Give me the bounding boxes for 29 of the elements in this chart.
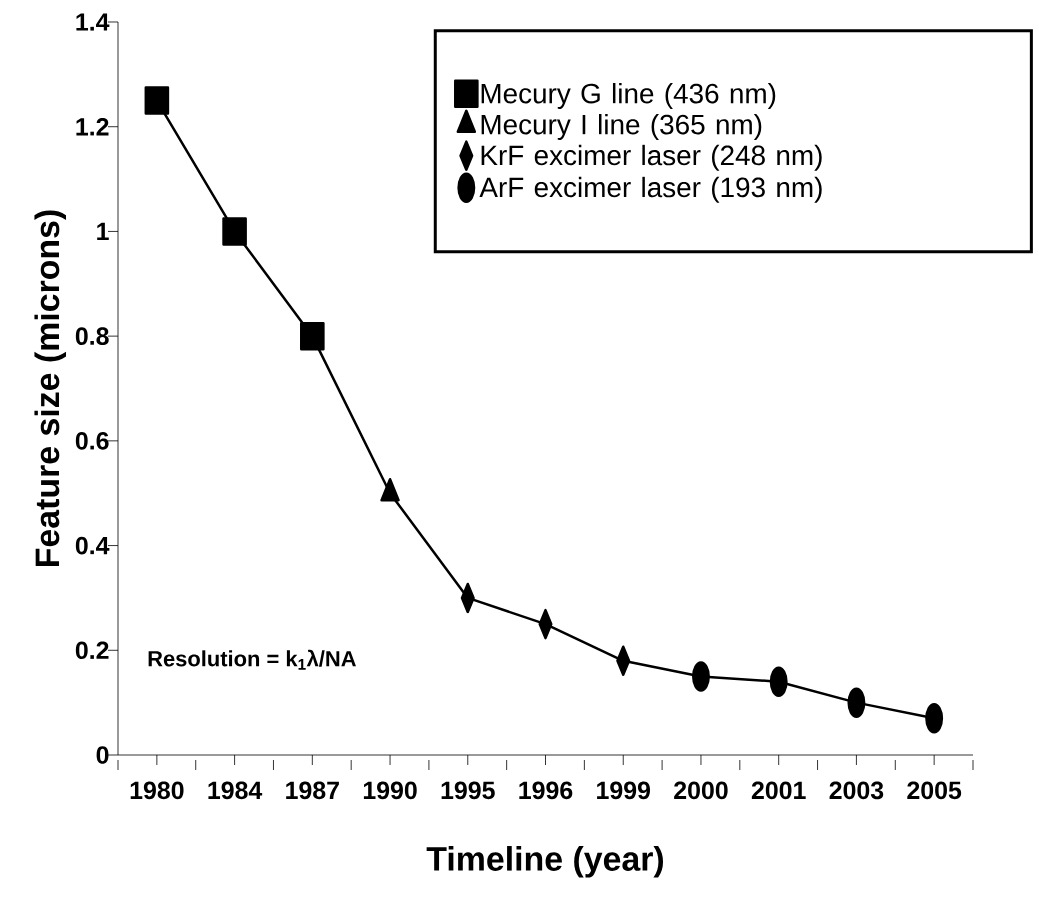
x-tick-label: 1996: [519, 781, 573, 800]
x-tick-label: 1987: [286, 781, 339, 800]
y-axis-title: Feature size (microns): [34, 210, 67, 566]
x-tick-label: 2000: [674, 781, 728, 800]
x-tick-label: 1990: [363, 781, 417, 800]
x-tick-label: 2003: [829, 781, 884, 800]
y-tick-label: 0.2: [75, 641, 109, 660]
point: [144, 86, 170, 115]
y-tick-label: 0.6: [75, 432, 109, 450]
y-tick-label: 1.4: [76, 13, 110, 31]
x-tick-label: 1995: [441, 781, 495, 800]
point: [300, 321, 325, 351]
x-tick-label: 2001: [751, 781, 806, 800]
legend-label: ArF excimer laser (193 nm): [479, 176, 822, 203]
point: [222, 217, 247, 246]
y-tick-label: 0: [96, 746, 109, 764]
annotation: Resolution = k$_{1}$λ/NA: [148, 649, 356, 670]
legend-label: KrF excimer laser (248 nm): [481, 144, 822, 171]
legend-label: Mecury G line (436 nm): [481, 82, 776, 109]
x-axis-title: Timeline (year): [426, 846, 664, 878]
legend-label: Mecury I line (365 nm): [481, 113, 762, 140]
y-tick-label: 1: [97, 222, 109, 240]
y-tick-label: 0.4: [75, 536, 110, 555]
x-tick-label: 1999: [597, 781, 650, 800]
x-tick-label: 1984: [208, 781, 263, 800]
x-tick-label: 2005: [907, 781, 962, 800]
y-tick-label: 1.2: [76, 118, 109, 136]
x-tick-label: 1980: [130, 781, 184, 800]
y-tick-label: 0.8: [75, 327, 109, 345]
